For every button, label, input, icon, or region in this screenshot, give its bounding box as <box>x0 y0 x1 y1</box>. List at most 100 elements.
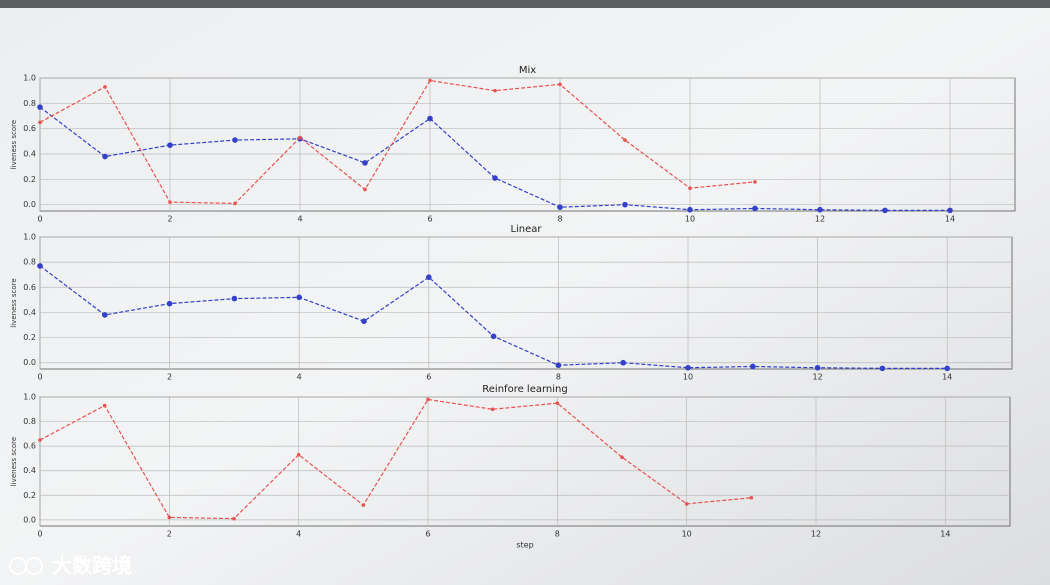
series-marker <box>362 160 368 166</box>
series-marker <box>102 403 107 408</box>
series-marker <box>817 206 823 213</box>
x-tick-label: 2 <box>167 373 172 382</box>
y-tick-label: 0.8 <box>23 258 36 267</box>
x-tick-label: 10 <box>685 215 695 224</box>
x-tick-label: 0 <box>37 215 42 224</box>
x-tick-label: 4 <box>297 215 302 224</box>
y-tick-label: 0.4 <box>23 150 36 159</box>
y-tick-label: 1.0 <box>23 393 36 402</box>
y-tick-label: 0.0 <box>23 358 36 367</box>
y-tick-label: 0.6 <box>23 442 36 451</box>
series-marker <box>232 516 236 521</box>
x-tick-label: 10 <box>683 373 693 382</box>
series-line <box>39 79 756 205</box>
series-marker <box>684 502 689 506</box>
x-tick-label: 4 <box>297 373 302 382</box>
series-marker <box>944 365 950 372</box>
series-marker <box>814 364 821 371</box>
series-marker <box>427 115 433 122</box>
x-tick-label: 6 <box>427 215 432 224</box>
x-tick-label: 4 <box>296 530 301 539</box>
series-marker <box>361 503 366 507</box>
x-tick-label: 12 <box>813 373 823 382</box>
y-tick-label: 1.0 <box>23 74 36 83</box>
series-marker <box>232 137 238 143</box>
x-tick-label: 8 <box>557 215 562 224</box>
x-tick-label: 10 <box>682 530 692 539</box>
series-marker <box>298 135 302 140</box>
series-marker <box>38 438 42 442</box>
series-marker <box>168 200 172 204</box>
y-axis-label: liveness score <box>10 278 18 327</box>
watermark-logo <box>9 557 43 575</box>
y-tick-label: 0.0 <box>23 200 36 209</box>
series-marker <box>879 365 886 372</box>
y-tick-label: 0.2 <box>23 333 36 342</box>
series-marker <box>233 201 237 206</box>
y-axis-label: liveness score <box>10 120 18 169</box>
chart-title: Reinfore learning <box>482 384 567 395</box>
series-marker <box>558 82 562 87</box>
chart-title: Mix <box>519 65 536 76</box>
window-bar <box>0 0 1050 8</box>
series-marker <box>752 205 758 212</box>
x-tick-label: 2 <box>167 530 172 539</box>
series-marker <box>167 142 173 148</box>
series-marker <box>361 318 367 325</box>
chart-title: Linear <box>510 224 542 235</box>
series-marker <box>490 407 495 412</box>
series-marker <box>38 120 42 125</box>
series-marker <box>167 515 172 520</box>
series-marker <box>37 263 43 269</box>
series-marker <box>492 175 498 181</box>
series-marker <box>166 300 173 307</box>
series-marker <box>687 206 693 213</box>
plots: 0 2 4 6 8 10 12 14 0.0 0.2 0.4 0.6 0.8 1.0 Mix liveness… <box>10 65 1016 550</box>
series-marker <box>37 104 43 110</box>
y-tick-label: 0.2 <box>23 491 36 500</box>
series-line <box>39 398 752 520</box>
y-tick-label: 0.6 <box>23 283 36 292</box>
series-marker <box>231 295 238 302</box>
x-tick-label: 12 <box>815 215 825 224</box>
series-marker <box>363 187 367 192</box>
series-marker <box>947 207 953 214</box>
x-tick-label: 12 <box>811 530 821 539</box>
series-marker <box>623 138 627 142</box>
series-marker <box>753 180 757 184</box>
series-marker <box>557 204 563 210</box>
series-marker <box>555 401 560 405</box>
x-tick-label: 6 <box>426 373 431 382</box>
series-marker <box>490 333 497 340</box>
x-axis-label: step <box>516 541 533 550</box>
series-marker <box>620 359 626 366</box>
series-marker <box>428 78 432 83</box>
y-tick-label: 0.4 <box>23 308 36 317</box>
x-tick-label: 14 <box>945 215 955 224</box>
series-marker <box>685 364 691 371</box>
series-marker <box>103 85 107 89</box>
series-marker <box>102 312 108 318</box>
series-marker <box>493 88 497 93</box>
y-tick-label: 0.0 <box>23 515 36 524</box>
series-marker <box>620 455 624 460</box>
y-tick-label: 0.2 <box>23 175 36 184</box>
x-tick-label: 8 <box>556 373 561 382</box>
x-tick-label: 2 <box>167 215 172 224</box>
watermark: 大数跨境 <box>52 554 132 578</box>
x-tick-label: 8 <box>555 530 560 539</box>
series-marker <box>750 363 756 370</box>
y-tick-label: 0.4 <box>23 466 36 475</box>
x-tick-label: 0 <box>37 530 42 539</box>
x-tick-label: 0 <box>37 373 42 382</box>
y-axis-label: liveness score <box>10 437 18 486</box>
x-tick-label: 6 <box>425 530 430 539</box>
y-tick-label: 0.8 <box>23 417 36 426</box>
series-marker <box>426 274 432 281</box>
y-tick-label: 0.6 <box>23 124 36 133</box>
series-marker <box>555 362 562 369</box>
series-marker <box>749 495 754 500</box>
series-marker <box>426 397 430 402</box>
